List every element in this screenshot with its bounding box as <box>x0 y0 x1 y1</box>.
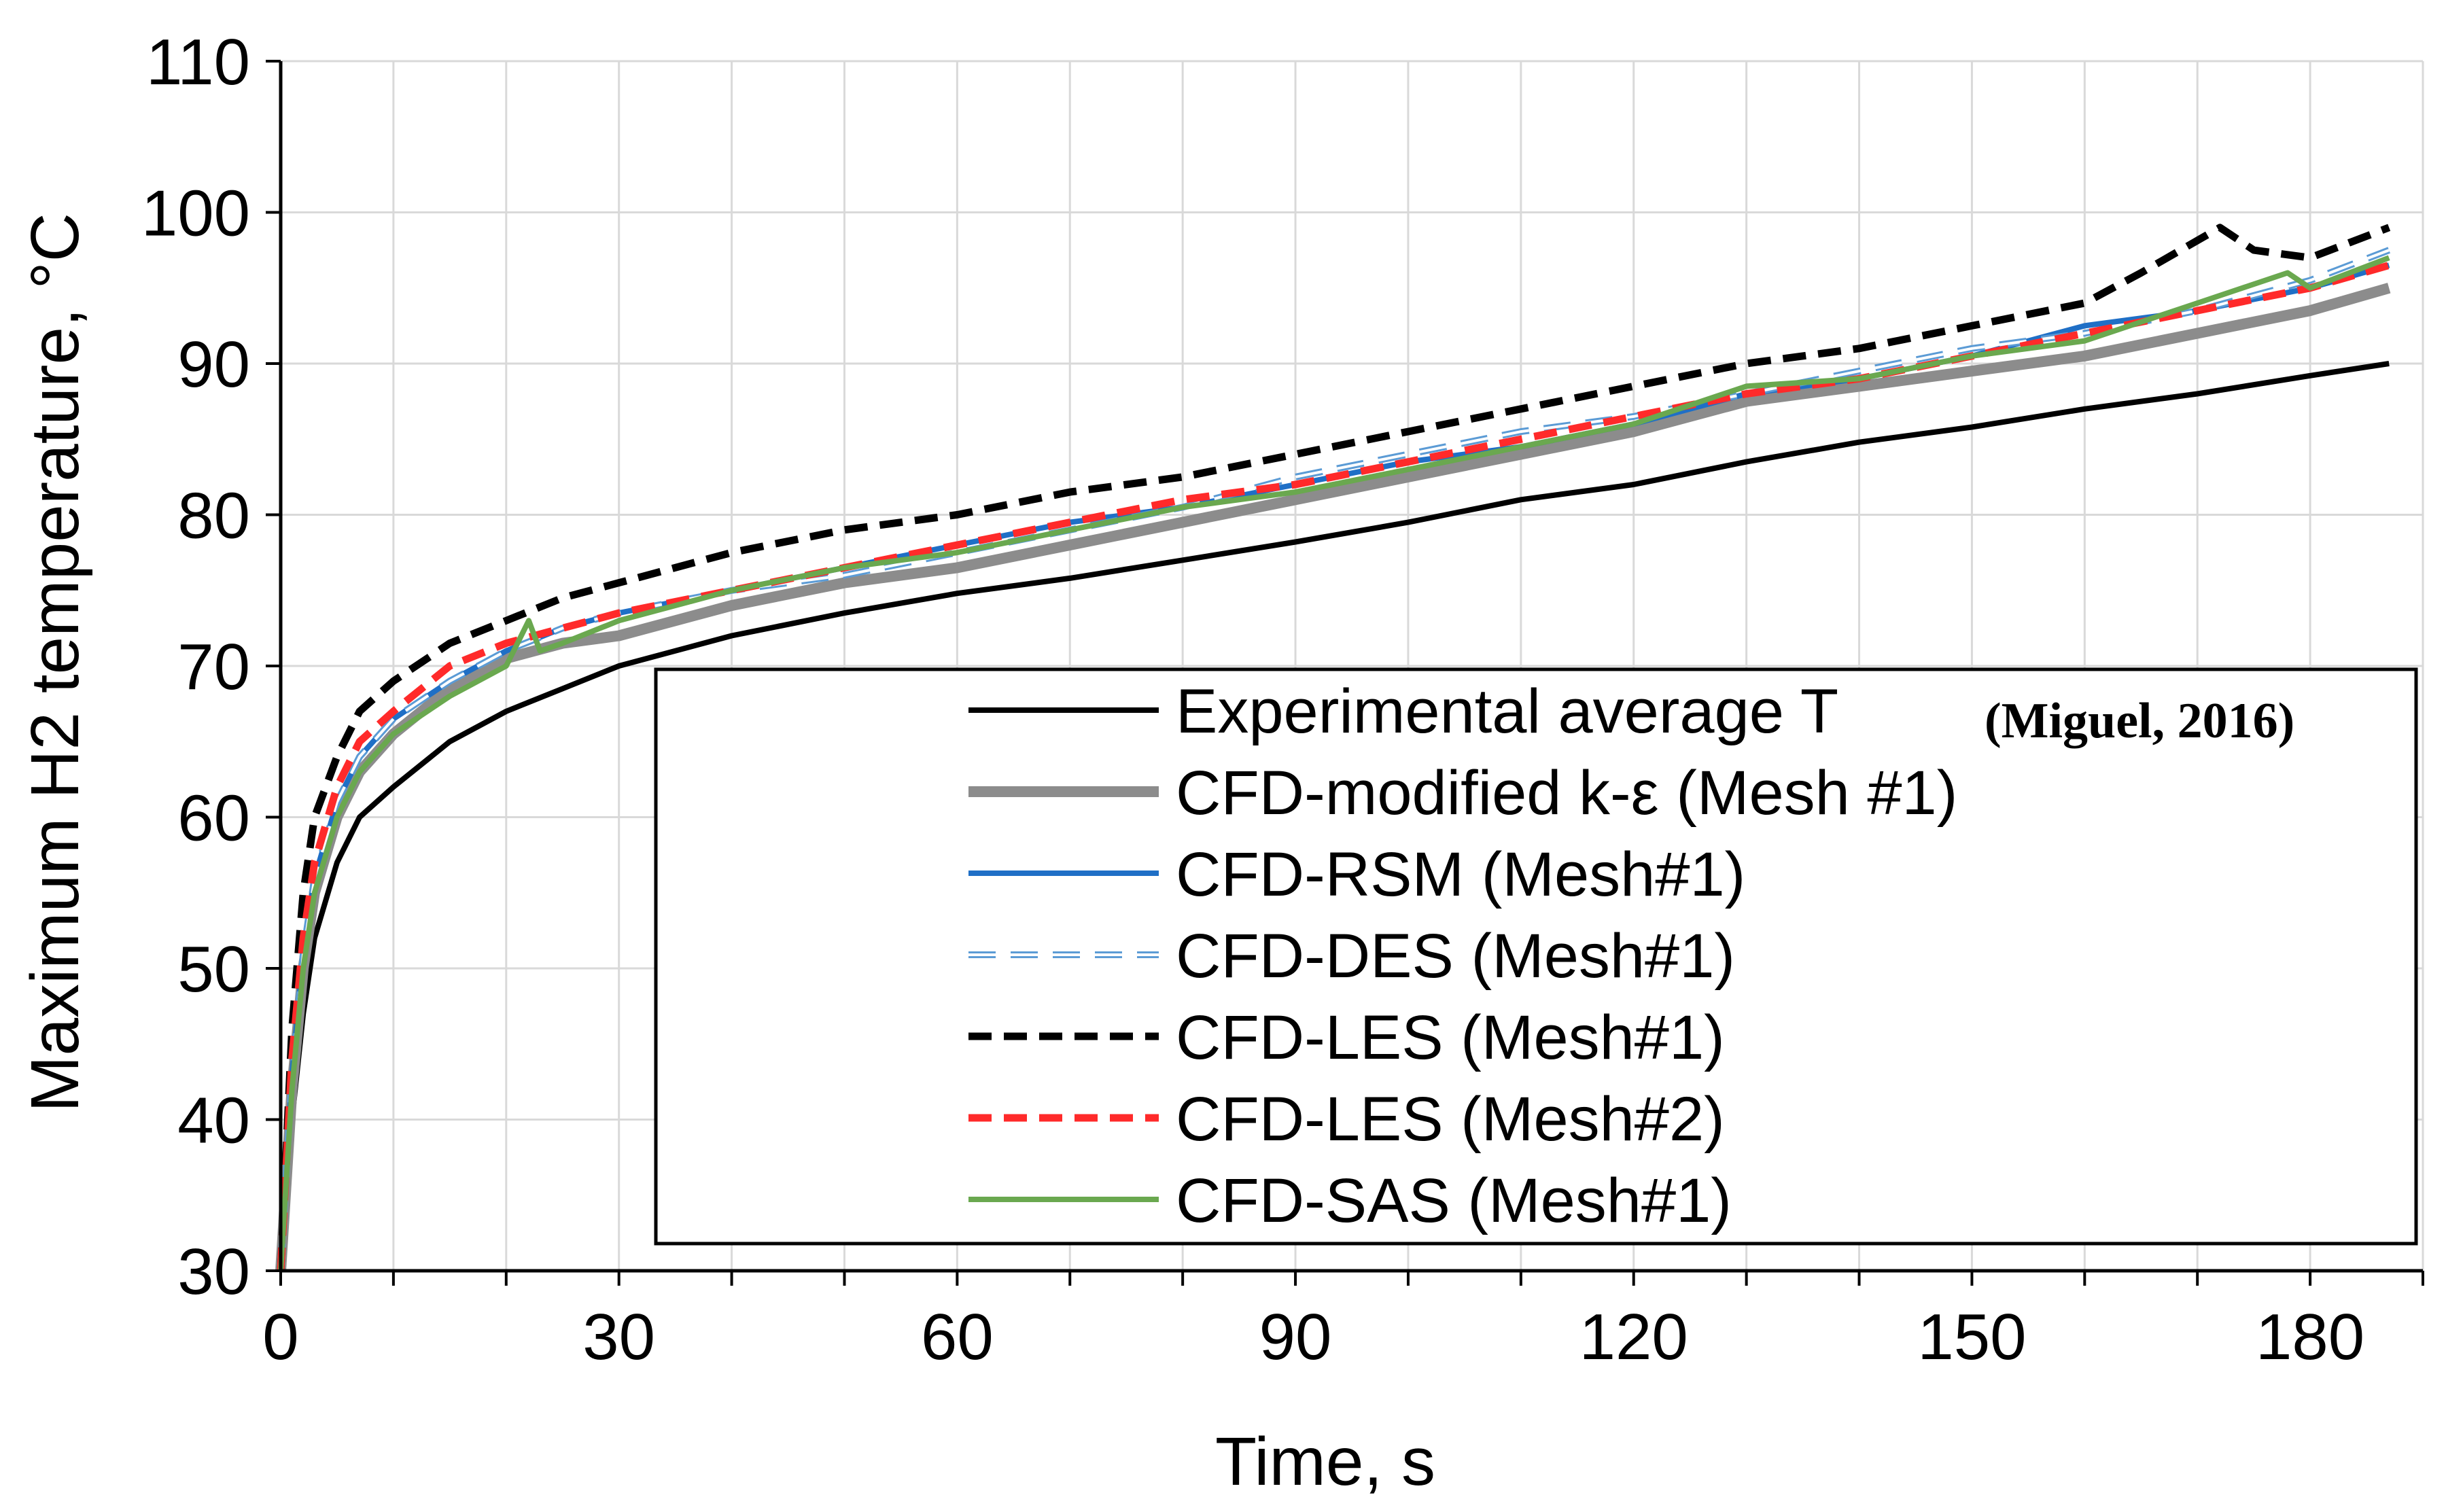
y-tick-label: 110 <box>146 26 250 99</box>
x-tick-label: 150 <box>1917 1301 2026 1373</box>
legend-label-3: CFD-DES (Mesh#1) <box>1176 921 1735 991</box>
x-tick-label: 60 <box>921 1301 994 1373</box>
x-tick-label: 0 <box>262 1301 298 1373</box>
series-line-6 <box>278 255 2390 1271</box>
x-tick-label: 180 <box>2256 1301 2364 1373</box>
y-tick-label: 50 <box>177 933 250 1006</box>
y-axis-title: Maximum H2 temperature, °C <box>17 213 93 1112</box>
axes <box>266 60 2424 1286</box>
y-tick-label: 40 <box>177 1085 250 1157</box>
x-tick-label: 30 <box>582 1301 655 1373</box>
series-line-3-inner <box>279 249 2390 1271</box>
legend-label-0: Experimental average T <box>1176 677 1838 746</box>
x-tick-label: 120 <box>1579 1301 1688 1373</box>
y-tick-label: 100 <box>141 177 250 250</box>
series-line-0 <box>278 361 2390 1271</box>
legend-citation: (Miguel, 2016) <box>1985 693 2294 749</box>
x-tick-label: 90 <box>1259 1301 1332 1373</box>
legend-label-2: CFD-RSM (Mesh#1) <box>1176 840 1745 909</box>
y-tick-label: 70 <box>177 631 250 703</box>
legend-label-1: CFD-modified k-ε (Mesh #1) <box>1176 758 1957 828</box>
x-axis-title: Time, s <box>1215 1424 1435 1500</box>
series-lines <box>275 224 2391 1271</box>
series-line-4 <box>277 224 2391 1271</box>
y-tick-label: 60 <box>177 782 250 855</box>
legend-label-4: CFD-LES (Mesh#1) <box>1176 1003 1725 1072</box>
legend: Experimental average T (Miguel, 2016) CFD-… <box>654 667 2418 1246</box>
legend-box <box>654 667 2418 1246</box>
y-tick-label: 80 <box>177 480 250 552</box>
legend-label-5: CFD-LES (Mesh#2) <box>1176 1085 1725 1154</box>
y-tick-label: 90 <box>177 328 250 401</box>
legend-label-6: CFD-SAS (Mesh#1) <box>1176 1166 1732 1235</box>
y-tick-label: 30 <box>177 1235 250 1308</box>
